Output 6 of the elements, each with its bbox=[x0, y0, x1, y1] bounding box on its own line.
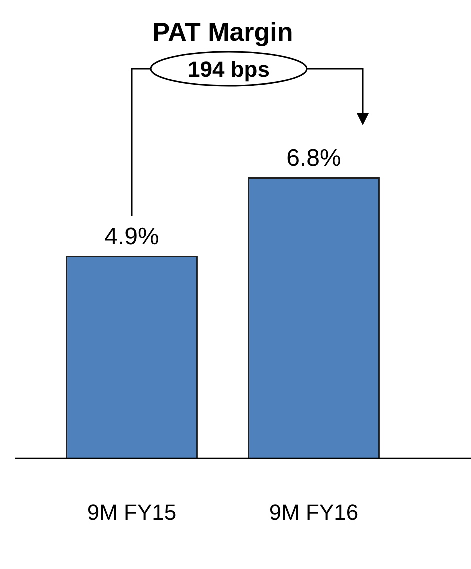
text: 194 bps bbox=[188, 57, 270, 82]
data-label: 6.8% bbox=[286, 145, 342, 172]
x-tick-label: 9M FY15 bbox=[87, 500, 177, 525]
chart-title: PAT Margin bbox=[152, 16, 294, 47]
data-label: 4.9% bbox=[104, 224, 160, 251]
x-tick-label: 9M FY16 bbox=[269, 500, 359, 525]
